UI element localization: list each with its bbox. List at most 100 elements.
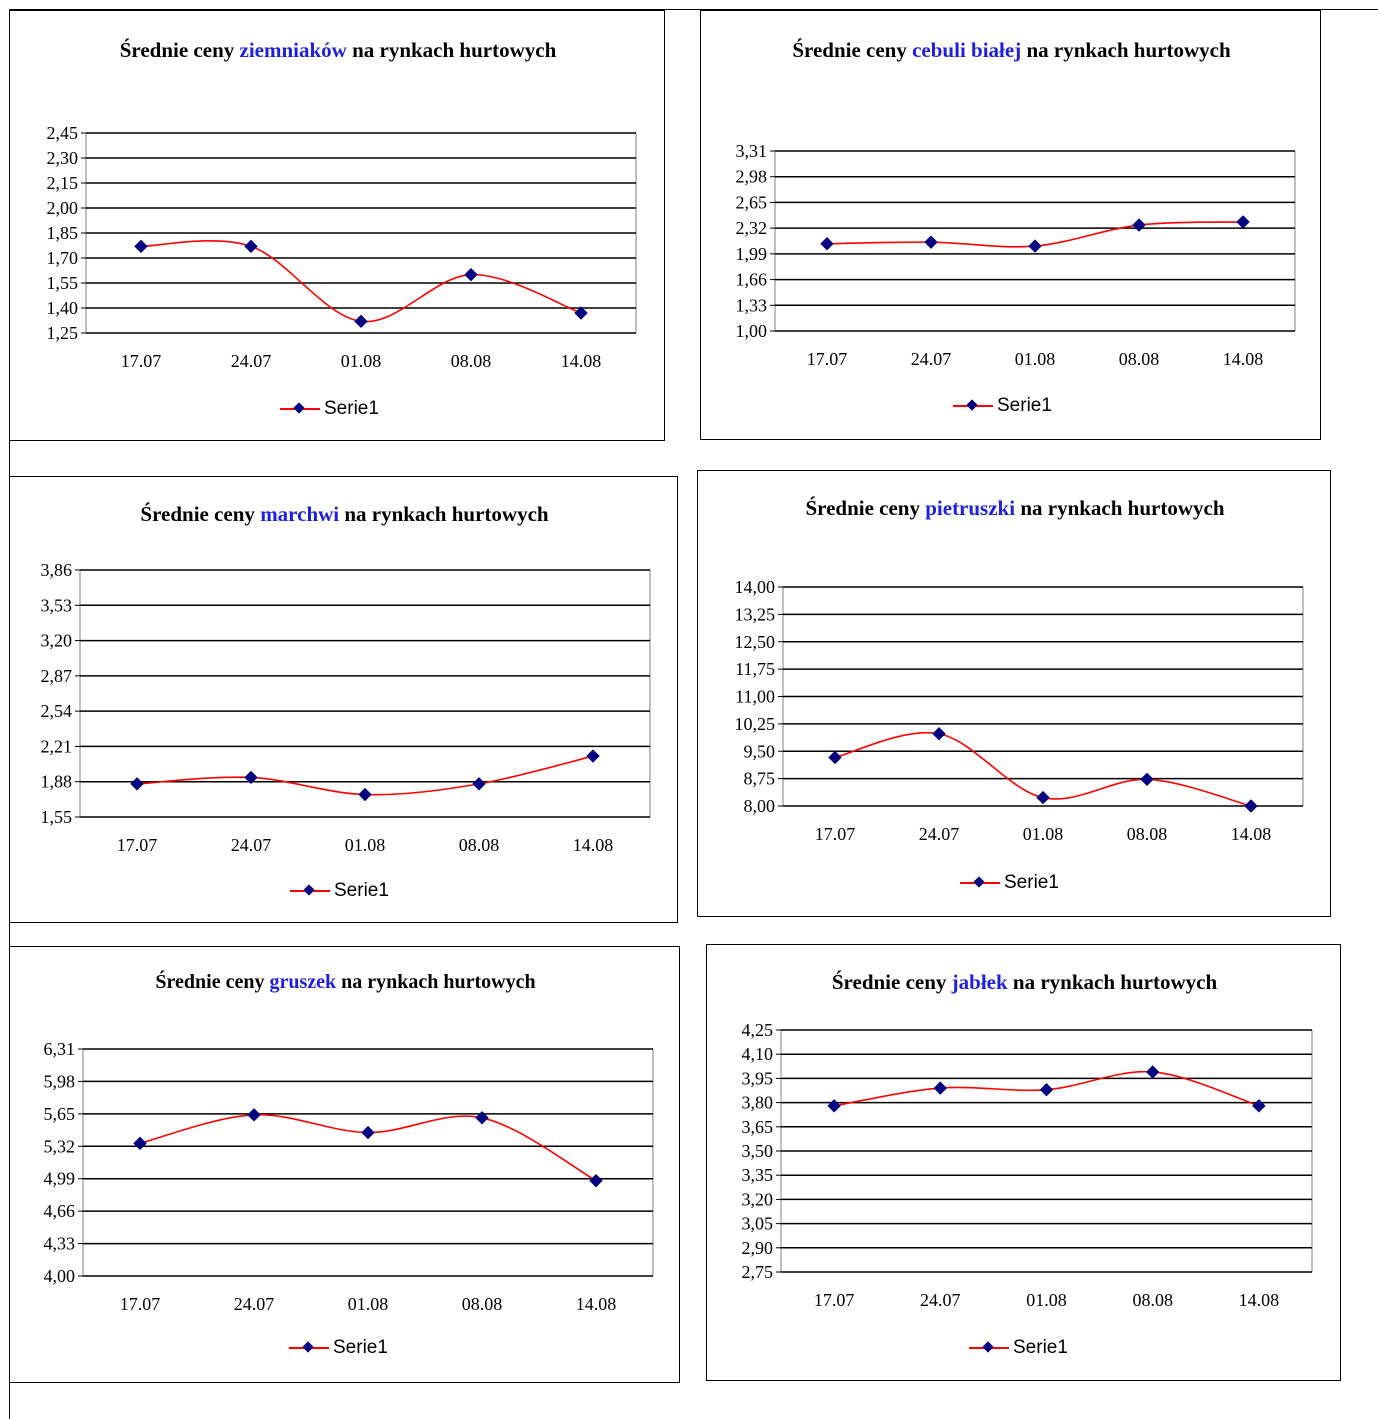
data-point <box>354 314 368 329</box>
x-tick-label: 14.08 <box>576 1294 617 1314</box>
x-tick-label: 24.07 <box>911 349 952 369</box>
y-tick-label: 1,33 <box>736 295 768 315</box>
plot-area: 1,55 1,88 2,21 2,54 2,87 3,20 3,53 3,86 17.07 24.… <box>41 560 651 855</box>
y-tick-label: 4,25 <box>742 1020 774 1040</box>
chart-title: Średnie ceny pietruszki na rynkach hurto… <box>698 493 1332 523</box>
y-tick-label: 6,31 <box>44 1039 76 1059</box>
legend: Serie1 <box>969 1337 1068 1359</box>
y-tick-label: 14,00 <box>735 577 776 597</box>
chart-title-highlight: pietruszki <box>925 496 1016 520</box>
y-tick-label: 2,54 <box>41 701 73 721</box>
x-tick-label: 24.07 <box>231 835 272 855</box>
data-point <box>134 239 148 254</box>
y-tick-label: 3,05 <box>742 1214 774 1234</box>
data-point <box>1028 239 1042 253</box>
y-tick-label: 8,00 <box>744 796 776 816</box>
chart-parsley: Średnie ceny pietruszki na rynkach hurto… <box>697 470 1331 917</box>
data-point <box>1145 1065 1160 1079</box>
y-tick-label: 2,32 <box>736 218 768 238</box>
plot-area: 1,00 1,33 1,66 1,99 2,32 2,65 2,98 3,31 17.07 24.… <box>736 141 1296 369</box>
x-tick-label: 14.08 <box>561 351 602 371</box>
data-point <box>475 1111 489 1125</box>
x-tick-label: 14.08 <box>1239 1290 1280 1310</box>
y-tick-label: 2,65 <box>736 192 768 212</box>
chart-title-highlight: gruszek <box>269 971 337 993</box>
data-point <box>1140 772 1154 787</box>
data-point <box>820 237 834 251</box>
y-tick-label: 3,53 <box>41 595 73 615</box>
data-point <box>358 787 372 802</box>
chart-title: Średnie ceny gruszek na rynkach hurtowyc… <box>10 967 681 997</box>
y-tick-label: 1,66 <box>736 270 768 290</box>
x-tick-label: 17.07 <box>117 835 158 855</box>
x-tick-label: 08.08 <box>459 835 500 855</box>
chart-onion: Średnie ceny cebuli białej na rynkach hu… <box>700 10 1321 440</box>
plot-area: 8,00 8,75 9,50 10,25 11,00 11,75 12,50 13,25 14,… <box>735 577 1304 844</box>
y-tick-label: 3,50 <box>742 1141 774 1161</box>
chart-title-pre: Średnie ceny <box>119 38 240 62</box>
chart-title: Średnie ceny ziemniaków na rynkach hurto… <box>10 35 666 65</box>
y-tick-label: 1,99 <box>736 244 768 264</box>
legend: Serie1 <box>953 395 1052 417</box>
x-tick-label: 17.07 <box>807 349 848 369</box>
data-point <box>1252 1099 1266 1113</box>
y-tick-label: 10,25 <box>735 714 776 734</box>
data-point <box>1132 218 1146 232</box>
chart-title: Średnie ceny jabłek na rynkach hurtowych <box>707 967 1342 997</box>
chart-title-pre: Średnie ceny <box>155 971 270 993</box>
legend-label: Serie1 <box>324 398 379 419</box>
chart-title-pre: Średnie ceny <box>140 502 261 526</box>
data-point <box>586 749 600 763</box>
y-tick-label: 2,30 <box>47 148 79 168</box>
y-tick-label: 4,99 <box>44 1169 76 1189</box>
data-point <box>472 777 486 791</box>
data-point <box>1236 215 1250 229</box>
x-tick-label: 01.08 <box>341 351 382 371</box>
legend: Serie1 <box>289 1337 388 1359</box>
y-tick-label: 3,95 <box>742 1068 774 1088</box>
x-tick-label: 01.08 <box>1023 824 1064 844</box>
y-tick-label: 13,25 <box>735 604 776 624</box>
y-tick-label: 11,75 <box>735 659 775 679</box>
y-tick-label: 4,66 <box>44 1201 76 1221</box>
chart-carrot: Średnie ceny marchwi na rynkach hurtowyc… <box>9 476 678 923</box>
data-point <box>1039 1082 1054 1097</box>
legend-line-marker-icon <box>280 403 320 415</box>
chart-title-highlight: cebuli białej <box>912 38 1022 62</box>
x-tick-label: 01.08 <box>345 835 386 855</box>
chart-title-post: na rynkach hurtowych <box>1015 496 1225 520</box>
y-tick-label: 3,35 <box>742 1165 774 1185</box>
chart-title: Średnie ceny marchwi na rynkach hurtowyc… <box>10 499 679 529</box>
x-tick-label: 14.08 <box>1231 824 1272 844</box>
x-tick-label: 08.08 <box>1132 1290 1173 1310</box>
y-tick-label: 9,50 <box>744 741 776 761</box>
chart-apples: Średnie ceny jabłek na rynkach hurtowych… <box>706 944 1341 1381</box>
x-tick-label: 14.08 <box>573 835 614 855</box>
x-tick-label: 08.08 <box>451 351 492 371</box>
x-tick-label: 08.08 <box>1127 824 1168 844</box>
data-point <box>1036 790 1050 805</box>
x-tick-label: 24.07 <box>919 824 960 844</box>
x-tick-label: 01.08 <box>1015 349 1056 369</box>
chart-title-pre: Średnie ceny <box>805 496 926 520</box>
x-tick-label: 17.07 <box>815 824 856 844</box>
data-point <box>828 750 842 765</box>
x-tick-label: 24.07 <box>231 351 272 371</box>
legend-line-marker-icon <box>969 1342 1009 1354</box>
chart-title-highlight: marchwi <box>260 502 340 526</box>
y-tick-label: 2,87 <box>41 666 73 686</box>
x-tick-label: 01.08 <box>348 1294 389 1314</box>
y-tick-label: 1,00 <box>736 321 768 341</box>
x-tick-label: 08.08 <box>462 1294 503 1314</box>
x-tick-label: 17.07 <box>814 1290 855 1310</box>
y-tick-label: 3,86 <box>41 560 73 580</box>
legend-line-marker-icon <box>953 400 993 412</box>
y-tick-label: 4,10 <box>742 1044 774 1064</box>
data-point <box>130 777 144 791</box>
y-tick-label: 2,45 <box>47 123 79 143</box>
legend-line-marker-icon <box>290 885 330 897</box>
y-tick-label: 1,88 <box>41 772 73 792</box>
data-point <box>244 770 258 785</box>
data-point <box>1244 799 1258 813</box>
x-tick-label: 24.07 <box>920 1290 961 1310</box>
